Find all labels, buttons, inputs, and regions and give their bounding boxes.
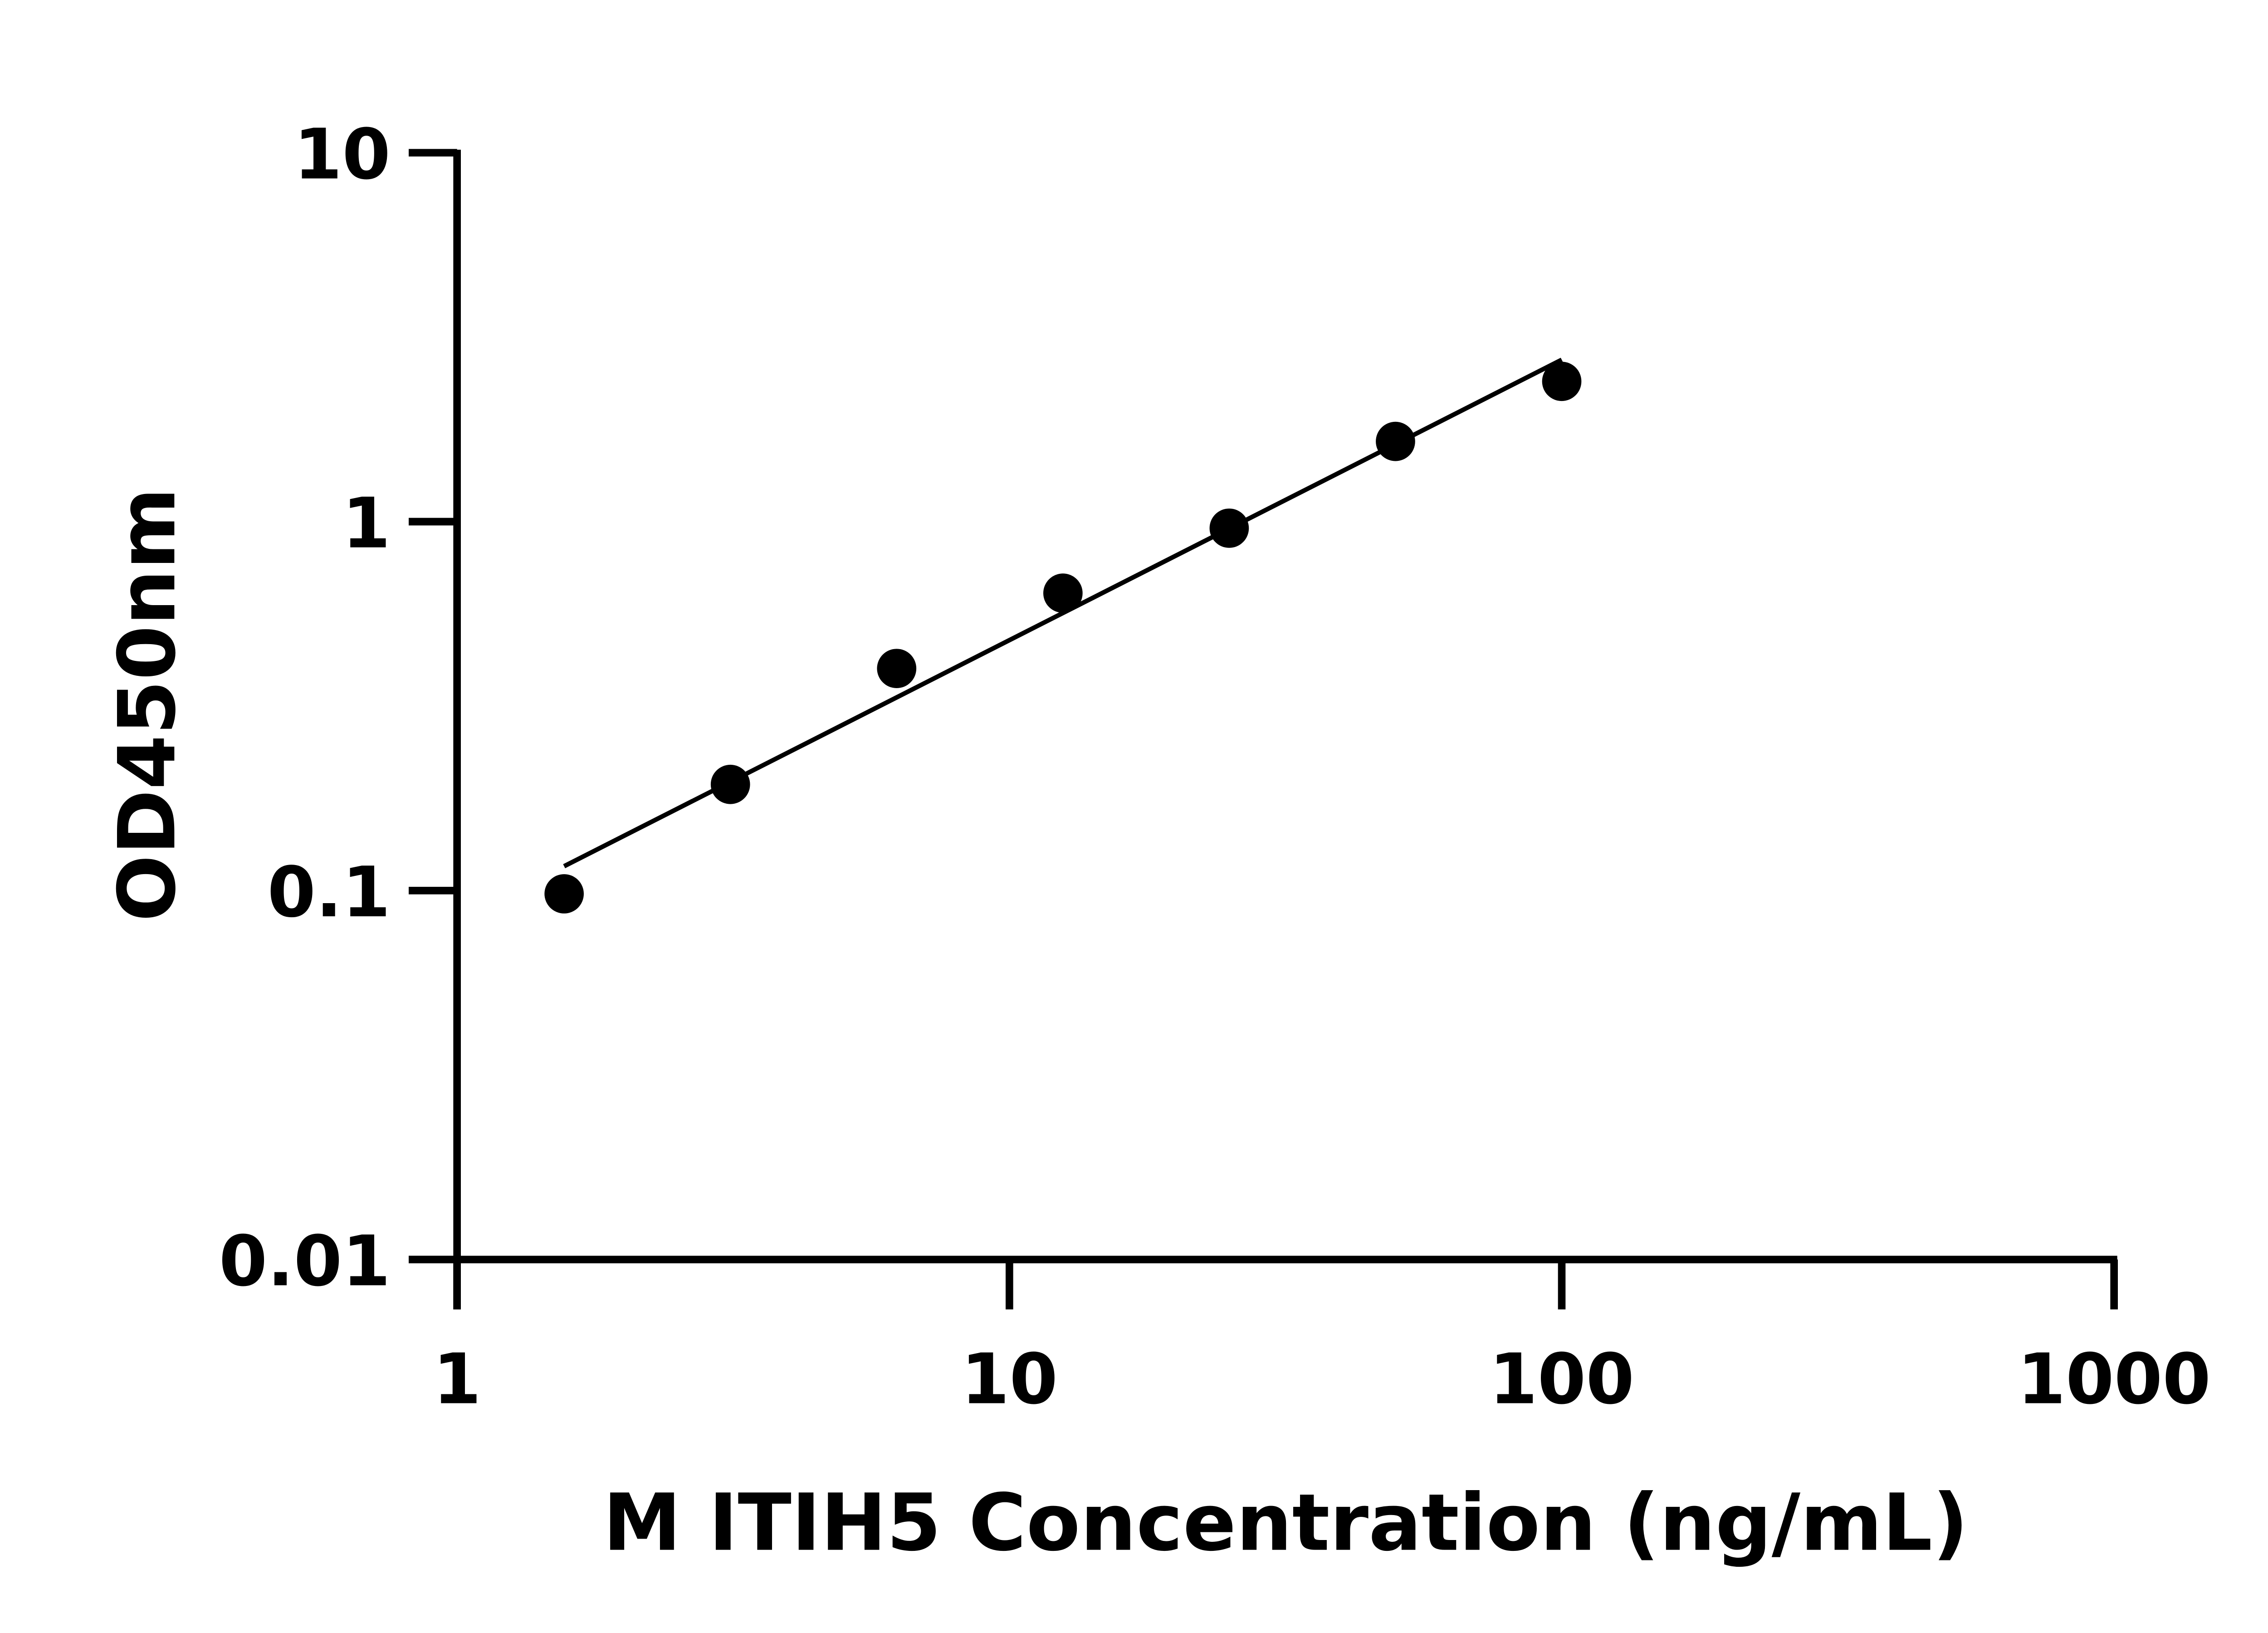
- x-axis-label: M ITIH5 Concentration (ng/mL): [603, 1477, 1968, 1569]
- data-point: [877, 649, 917, 688]
- data-point: [1043, 573, 1083, 613]
- data-point: [1209, 508, 1249, 548]
- data-point: [1376, 421, 1415, 461]
- x-tick-label: 1000: [2017, 1339, 2211, 1420]
- x-tick-label: 10: [961, 1339, 1058, 1420]
- y-tick-label: 0.01: [219, 1221, 391, 1302]
- x-tick-label: 100: [1489, 1339, 1634, 1420]
- data-point: [544, 874, 584, 914]
- y-tick-label: 10: [294, 114, 391, 195]
- x-tick-label: 1: [433, 1339, 481, 1420]
- axes: [408, 150, 2117, 1310]
- y-axis-label: OD450nm: [101, 488, 193, 922]
- data-point: [710, 764, 750, 804]
- y-tick-label: 0.1: [267, 852, 391, 933]
- y-tick-label: 1: [342, 484, 391, 564]
- data-point: [1542, 362, 1582, 401]
